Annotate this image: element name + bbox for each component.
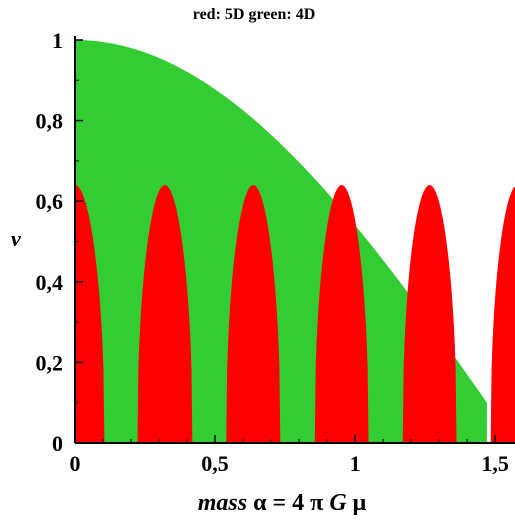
x-axis-label-mu: μ <box>347 490 367 516</box>
x-axis-label-g: G <box>329 490 347 516</box>
series-5d-arch-1 <box>75 185 105 443</box>
y-tick-label: 0,6 <box>36 189 64 214</box>
y-tick-label: 0 <box>52 431 63 456</box>
y-tick-label: 1 <box>52 28 63 53</box>
chart-title: red: 5D green: 4D <box>193 6 316 23</box>
x-axis-label-mass: mass <box>198 490 247 516</box>
x-axis-label: mass α = 4 π G μ <box>198 490 367 516</box>
series-5d-arch-5 <box>402 185 457 443</box>
plot-area <box>75 40 515 443</box>
y-tick-label: 0,8 <box>36 109 64 134</box>
series-5d-arch-6 <box>490 186 515 443</box>
x-axis-label-formula: α = 4 π <box>247 490 329 516</box>
series-5d-arch-4 <box>314 185 369 443</box>
y-axis-label: v <box>11 226 21 251</box>
y-tick-label: 0,2 <box>36 350 64 375</box>
series-5d-arch-2 <box>137 185 193 443</box>
y-tick-label: 0,4 <box>36 270 64 295</box>
ticks: 0 0,5 1 1,5 0 0,2 0,4 0,6 0,8 1 <box>36 28 509 476</box>
series-5d-arch-3 <box>226 185 281 443</box>
x-tick-label: 0,5 <box>201 451 229 476</box>
x-tick-label: 1,5 <box>481 451 509 476</box>
x-tick-label: 0 <box>70 451 81 476</box>
x-tick-label: 1 <box>350 451 361 476</box>
